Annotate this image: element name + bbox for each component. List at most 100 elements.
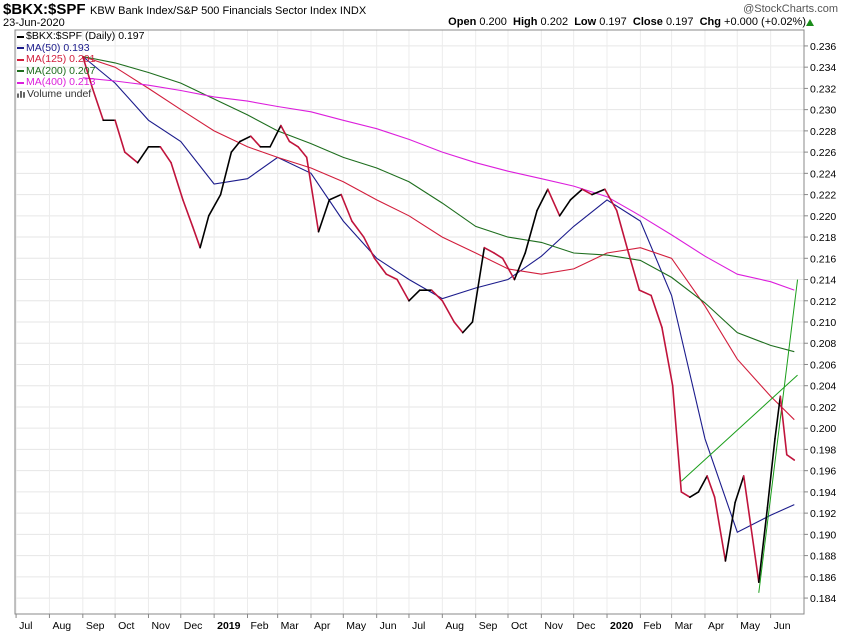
price-segment (362, 236, 376, 260)
price-segment (750, 528, 760, 583)
chart-date: 23-Jun-2020 (3, 17, 65, 29)
legend-label: $BKX:$SPF (Daily) 0.197 (26, 30, 145, 42)
price-segment (280, 124, 291, 143)
price-segment (123, 151, 139, 164)
price-segment (191, 225, 201, 249)
y-tick-label: 0.228 (810, 126, 836, 138)
y-tick-label: 0.232 (810, 83, 836, 95)
price-segment (766, 437, 776, 509)
legend-entry: MA(50) 0.193 (17, 41, 144, 55)
x-tick-label: Jun (380, 620, 397, 632)
ma125-line (82, 55, 795, 421)
price-segment (581, 188, 593, 196)
price-segment (288, 140, 299, 148)
close-label: Close (632, 16, 663, 28)
price-segment (524, 209, 538, 254)
y-tick-label: 0.226 (810, 147, 836, 159)
y-tick-label: 0.218 (810, 232, 836, 244)
y-tick-label: 0.230 (810, 105, 836, 117)
price-segment (471, 246, 486, 323)
price-segment (493, 252, 504, 260)
price-segment (734, 475, 745, 504)
price-segment (114, 119, 126, 153)
price-segment (680, 491, 691, 499)
legend-swatch (17, 35, 24, 38)
price-segment (305, 156, 320, 233)
x-tick-label: Mar (281, 620, 300, 632)
x-tick-label: Aug (445, 620, 464, 632)
price-segment (408, 289, 421, 302)
price-segment (501, 257, 516, 281)
x-tick-label: Sep (86, 620, 105, 632)
trendline (680, 374, 798, 482)
price-segment (569, 188, 584, 201)
price-segment (697, 475, 708, 493)
high-value: 0.202 (540, 16, 569, 28)
x-tick-label: Nov (544, 620, 563, 632)
y-tick-label: 0.216 (810, 253, 836, 265)
chart-symbol: $BKX:$SPF (3, 1, 86, 18)
x-tick-label: Mar (675, 620, 694, 632)
y-tick-label: 0.184 (810, 593, 836, 605)
legend-entry: Volume undef (17, 87, 144, 101)
price-segment (199, 215, 210, 249)
legend-entry: MA(400) 0.213 (17, 76, 144, 89)
price-segment (351, 220, 365, 238)
y-tick-label: 0.198 (810, 444, 836, 456)
price-segment (671, 384, 683, 493)
x-tick-label: Jul (412, 620, 425, 632)
price-segment (219, 151, 233, 196)
price-segment (91, 87, 105, 122)
x-tick-label: Nov (151, 620, 170, 632)
y-tick-label: 0.190 (810, 529, 836, 541)
ma400-line (82, 77, 795, 291)
price-segment (396, 278, 410, 302)
high-label: High (513, 16, 538, 28)
y-tick-label: 0.196 (810, 466, 836, 478)
y-tick-label: 0.234 (810, 62, 836, 74)
legend-label: Volume undef (27, 87, 92, 100)
chg-label: Chg (699, 16, 721, 28)
legend-label: MA(50) 0.193 (26, 41, 90, 54)
price-segment (136, 146, 150, 164)
y-tick-label: 0.220 (810, 211, 836, 223)
price-segment (742, 475, 753, 530)
x-axis: Jul Aug Sep Oct Nov Dec 2019 Feb Mar Apr May Jun Jul… (15, 614, 791, 632)
open-label: Open (448, 16, 477, 28)
x-tick-label: Feb (251, 620, 269, 632)
y-tick-label: 0.224 (810, 168, 836, 180)
price-segment (591, 188, 606, 196)
price-segment (340, 193, 353, 222)
price-segment (82, 55, 94, 90)
index-name: KBW Bank Index/S&P 500 Financials Sector… (90, 5, 337, 17)
price-segment (513, 252, 527, 281)
x-tick-label: Aug (52, 620, 71, 632)
price-segment (661, 326, 674, 387)
price-segment (441, 299, 455, 323)
y-tick-label: 0.236 (810, 41, 836, 53)
y-tick-label: 0.202 (810, 402, 836, 414)
price-segment (615, 209, 630, 254)
y-tick-label: 0.192 (810, 508, 836, 520)
y-tick-label: 0.188 (810, 551, 836, 563)
x-tick-label: Sep (479, 620, 498, 632)
legend-swatch (17, 47, 24, 50)
y-tick-label: 0.214 (810, 275, 836, 287)
volume-bars-icon (17, 90, 25, 98)
x-tick-label: Dec (184, 620, 203, 632)
price-segment (558, 199, 572, 217)
x-tick-label: 2019 (217, 620, 241, 632)
up-triangle-icon (806, 19, 814, 26)
chg-value: +0.000 (+0.02%) (724, 16, 806, 28)
trendline (758, 279, 799, 593)
price-segment (724, 501, 736, 562)
grid (15, 30, 804, 614)
price-segment (373, 257, 388, 276)
price-segment (430, 289, 444, 302)
legend-swatch (17, 81, 24, 84)
x-tick-label: Apr (708, 620, 725, 632)
x-tick-label: Oct (118, 620, 134, 632)
price-segment (757, 507, 769, 583)
close-value: 0.197 (665, 16, 694, 28)
